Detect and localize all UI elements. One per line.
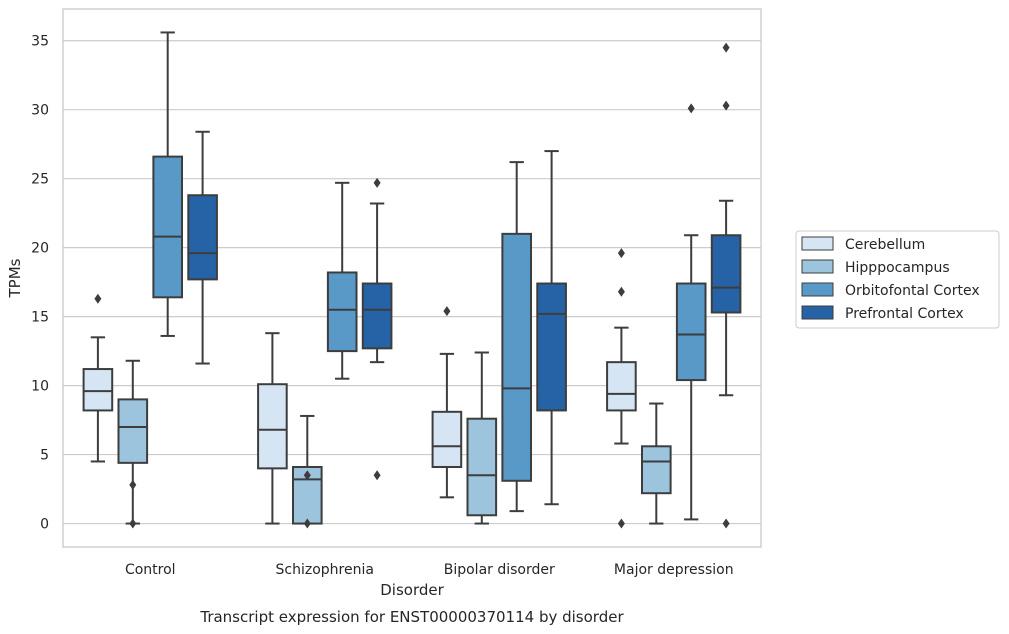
- outlier-point: [687, 103, 695, 114]
- y-tick-label: 20: [31, 241, 49, 257]
- box-group: [431, 306, 463, 499]
- x-tick-labels: Control Schizophrenia Bipolar disorder Majo…: [125, 562, 734, 578]
- outlier-point: [617, 518, 625, 529]
- y-tick-label: 0: [40, 517, 49, 533]
- y-tick-label: 30: [31, 103, 49, 119]
- outlier-point: [617, 286, 625, 297]
- plot-frame: [62, 8, 762, 548]
- outlier-point: [129, 518, 137, 529]
- box-group: [326, 181, 358, 380]
- box-group: [187, 130, 218, 365]
- y-tick-label: 5: [40, 448, 49, 464]
- legend-label-prefrontal-cortex: Prefrontal Cortex: [845, 306, 964, 322]
- outlier-point: [373, 470, 381, 481]
- box-iqr: [710, 234, 742, 314]
- box-iqr: [606, 361, 637, 412]
- y-tick-label: 15: [31, 310, 49, 326]
- box-group: [536, 150, 567, 506]
- box-group: [361, 177, 393, 481]
- box-group: [152, 31, 184, 337]
- box-iqr: [431, 410, 463, 468]
- outlier-point: [373, 177, 381, 188]
- legend-swatch-orbitofrontal-cortex: [801, 282, 834, 297]
- box-group: [117, 359, 149, 529]
- legend-label-cerebellum: Cerebellum: [845, 237, 925, 253]
- box-group: [675, 103, 707, 521]
- legend-label-orbitofrontal-cortex: Orbitofontal Cortex: [845, 283, 980, 299]
- box-iqr: [257, 383, 288, 470]
- box-iqr: [82, 368, 114, 412]
- outlier-point: [129, 479, 137, 490]
- x-axis-label: Disorder: [380, 581, 444, 599]
- box-group: [291, 414, 323, 529]
- box-group: [710, 42, 742, 529]
- x-tick-label: Bipolar disorder: [444, 562, 555, 578]
- box-iqr: [361, 282, 393, 350]
- x-tick-label: Schizophrenia: [276, 562, 374, 578]
- box-group: [257, 332, 288, 525]
- y-axis-label: TPMs: [6, 258, 24, 298]
- outlier-point: [722, 42, 730, 53]
- y-tick-label: 10: [31, 379, 49, 395]
- box-iqr: [117, 398, 149, 464]
- box-group: [466, 351, 498, 525]
- legend-label-hippocampus: Hipppocampus: [845, 260, 950, 276]
- outlier-point: [722, 518, 730, 529]
- outlier-point: [303, 518, 311, 529]
- outlier-point: [94, 293, 102, 304]
- outlier-point: [443, 306, 451, 317]
- box-iqr: [536, 282, 567, 412]
- outlier-point: [617, 248, 625, 259]
- box-iqr: [501, 232, 533, 482]
- box-iqr: [152, 155, 184, 299]
- grid-lines: [63, 40, 761, 525]
- box-iqr: [326, 271, 358, 353]
- y-tick-label: 35: [31, 34, 49, 50]
- legend-swatch-hippocampus: [801, 259, 834, 274]
- boxes: [82, 31, 742, 529]
- box-group: [82, 293, 114, 463]
- box-iqr: [640, 445, 672, 495]
- x-tick-label: Major depression: [614, 562, 734, 578]
- legend: Cerebellum Hipppocampus Orbitofontal Cor…: [795, 230, 1000, 329]
- y-tick-label: 25: [31, 172, 49, 188]
- box-iqr: [466, 417, 498, 517]
- box-group: [606, 248, 637, 529]
- box-group: [640, 402, 672, 525]
- box-group: [501, 161, 533, 513]
- box-iqr: [187, 194, 218, 281]
- legend-swatch-prefrontal-cortex: [801, 305, 834, 320]
- outlier-point: [722, 100, 730, 111]
- legend-frame: [795, 230, 1000, 329]
- chart-caption: Transcript expression for ENST0000037011…: [199, 608, 624, 626]
- box-iqr: [675, 282, 707, 382]
- outlier-point: [303, 470, 311, 481]
- x-tick-label: Control: [125, 562, 176, 578]
- legend-swatch-cerebellum: [801, 236, 834, 251]
- y-tick-labels: 0 5 10 15 20 25 30 35: [31, 34, 49, 533]
